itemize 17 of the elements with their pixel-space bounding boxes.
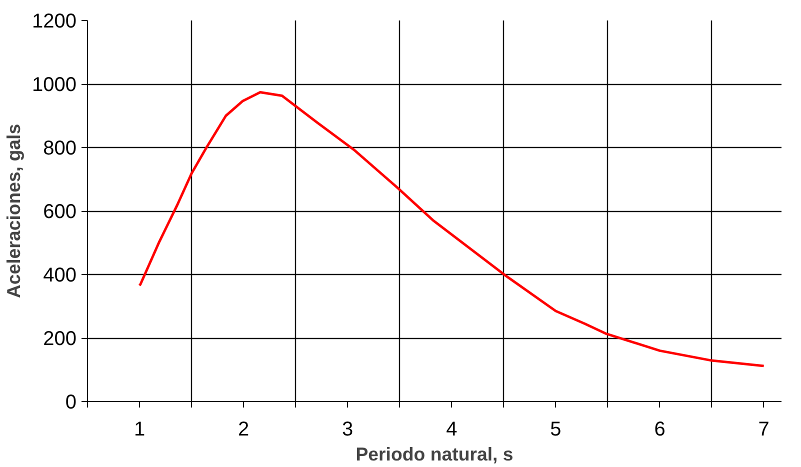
y-axis-title: Aceleraciones, gals <box>3 124 24 298</box>
y-tick-label: 1200 <box>32 10 77 32</box>
line-series <box>138 91 766 368</box>
x-tick-label: 6 <box>654 418 666 440</box>
x-tick-label: 1 <box>134 418 146 440</box>
y-tick-label: 600 <box>43 201 77 223</box>
y-tick-label: 400 <box>43 264 77 286</box>
x-tick-label: 4 <box>446 418 458 440</box>
x-axis-title: Periodo natural, s <box>356 444 514 464</box>
y-tick-label: 0 <box>65 392 76 414</box>
x-tick-label: 7 <box>758 418 770 440</box>
x-tick-label: 3 <box>342 418 354 440</box>
x-tick-label: 5 <box>550 418 562 440</box>
y-tick-label: 1000 <box>32 74 77 96</box>
y-tick-label: 800 <box>43 138 77 160</box>
y-tick-label: 200 <box>43 328 77 350</box>
x-tick-label: 2 <box>238 418 250 440</box>
